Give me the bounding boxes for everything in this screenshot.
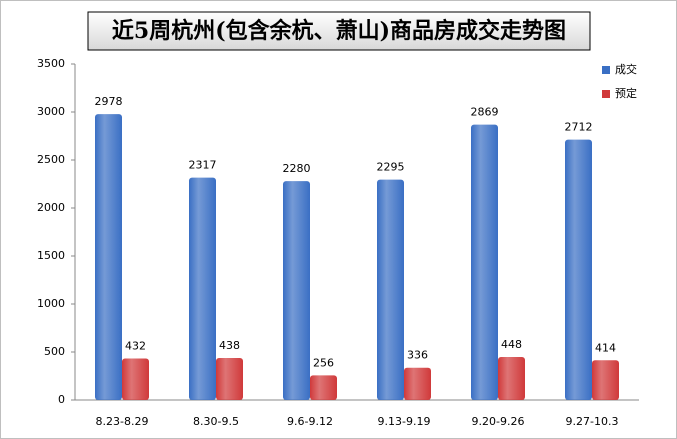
value-label: 432 <box>125 340 146 353</box>
legend-label: 成交 <box>615 62 637 76</box>
y-tick-label: 1000 <box>37 297 65 310</box>
value-label: 438 <box>219 339 240 352</box>
x-tick-label: 9.20-9.26 <box>472 415 525 428</box>
bar <box>404 367 431 400</box>
y-tick-label: 3500 <box>37 57 65 70</box>
x-tick-label: 8.30-9.5 <box>193 415 239 428</box>
y-tick-label: 500 <box>44 345 65 358</box>
bar <box>310 375 337 400</box>
value-label: 336 <box>407 349 428 362</box>
bar <box>189 177 216 400</box>
value-label: 256 <box>313 356 334 369</box>
y-tick-label: 0 <box>58 393 65 406</box>
value-label: 2712 <box>565 121 593 134</box>
bar <box>471 124 498 401</box>
legend-label: 预定 <box>615 86 637 100</box>
bar <box>565 139 592 400</box>
bar <box>498 356 525 400</box>
value-label: 2869 <box>471 106 499 119</box>
y-tick-label: 1500 <box>37 249 65 262</box>
legend-swatch <box>602 90 610 98</box>
value-label: 448 <box>501 338 522 351</box>
legend-swatch <box>602 66 610 74</box>
value-label: 2978 <box>95 95 123 108</box>
bar <box>122 358 149 400</box>
bar <box>283 181 310 400</box>
bar <box>592 360 619 400</box>
value-label: 2317 <box>189 159 217 172</box>
x-tick-label: 9.13-9.19 <box>378 415 431 428</box>
chart-title: 近5周杭州(包含余杭、萧山)商品房成交走势图 <box>112 18 566 44</box>
bar <box>95 114 122 400</box>
x-tick-label: 9.27-10.3 <box>566 415 619 428</box>
x-tick-label: 9.6-9.12 <box>287 415 333 428</box>
bar <box>216 357 243 400</box>
value-label: 414 <box>595 341 616 354</box>
y-tick-label: 2000 <box>37 201 65 214</box>
x-tick-label: 8.23-8.29 <box>96 415 149 428</box>
y-tick-label: 2500 <box>37 153 65 166</box>
value-label: 2280 <box>283 162 311 175</box>
bar <box>377 179 404 400</box>
value-label: 2295 <box>377 161 405 174</box>
y-tick-label: 3000 <box>37 105 65 118</box>
title-box <box>87 11 591 51</box>
